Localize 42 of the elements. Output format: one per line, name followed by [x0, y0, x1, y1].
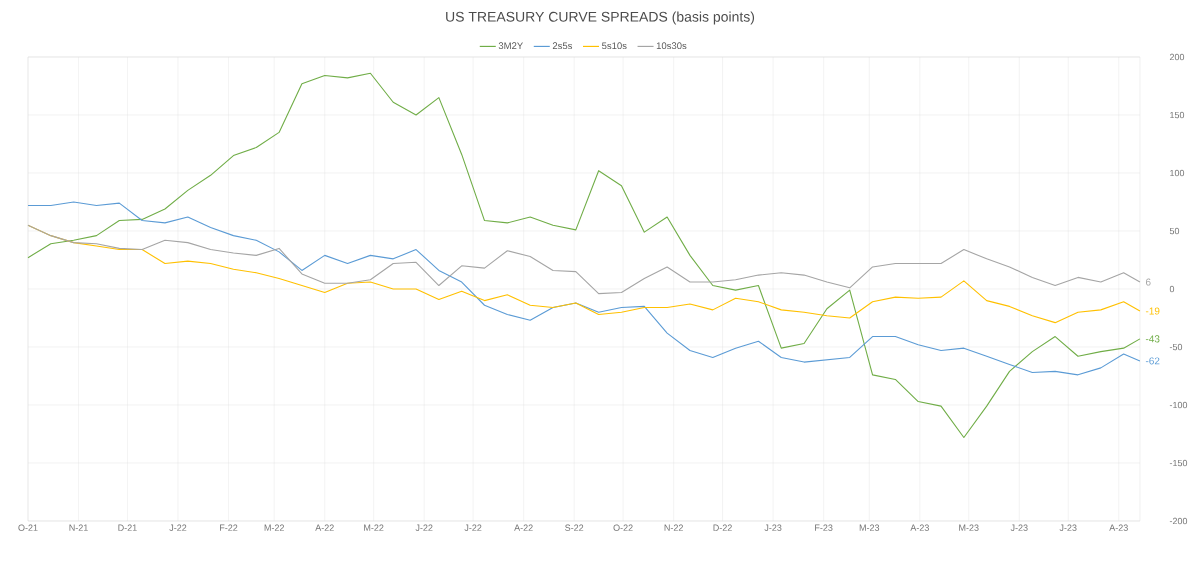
x-tick-label: A-23: [910, 524, 929, 531]
x-tick-label: N-22: [664, 524, 683, 531]
y-tick-label: 200: [1169, 53, 1185, 61]
y-tick-label: 50: [1169, 227, 1180, 235]
y-tick-label: 100: [1170, 169, 1185, 177]
data-label: 6: [1145, 278, 1151, 286]
x-tick-label: O-21: [18, 524, 38, 531]
y-tick-label: -50: [1169, 343, 1183, 351]
y-tick-label: -100: [1169, 401, 1188, 409]
x-tick-label: J-23: [764, 524, 782, 531]
legend-label: 10s30s: [656, 42, 687, 50]
x-tick-label: D-22: [713, 524, 732, 531]
x-tick-label: F-22: [220, 524, 238, 531]
y-tick-label: -150: [1169, 459, 1188, 467]
x-tick-label: J-23: [1010, 524, 1028, 531]
x-tick-label: J-22: [415, 524, 433, 531]
data-label: -19: [1145, 307, 1160, 315]
line-series: [27, 72, 1141, 439]
x-tick-label: A-22: [315, 524, 334, 531]
data-label: -43: [1145, 335, 1160, 343]
x-tick-label: S-22: [565, 524, 584, 531]
x-tick-label: F-23: [815, 524, 833, 531]
x-tick-label: O-22: [613, 524, 633, 531]
legend-label: 2s5s: [552, 42, 573, 50]
x-tick-label: M-22: [264, 524, 284, 531]
y-tick-label: 0: [1169, 285, 1175, 293]
x-tick-label: N-21: [69, 524, 88, 531]
y-tick-label: 150: [1170, 111, 1185, 119]
x-tick-label: A-23: [1109, 524, 1128, 531]
y-tick-label: -200: [1169, 517, 1188, 525]
x-tick-label: J-23: [1059, 524, 1077, 531]
x-tick-label: M-23: [959, 524, 979, 531]
legend-label: 3M2Y: [498, 42, 523, 50]
x-tick-label: A-22: [514, 524, 533, 531]
x-tick-label: M-22: [364, 524, 384, 531]
chart-title: US TREASURY CURVE SPREADS (basis points): [446, 11, 755, 25]
x-tick-label: M-23: [859, 524, 880, 531]
x-tick-label: D-21: [118, 524, 137, 531]
legend-label: 5s10s: [601, 42, 627, 50]
data-label: -62: [1145, 357, 1160, 365]
x-tick-label: J-22: [464, 524, 482, 531]
x-tick-label: J-22: [169, 524, 187, 531]
